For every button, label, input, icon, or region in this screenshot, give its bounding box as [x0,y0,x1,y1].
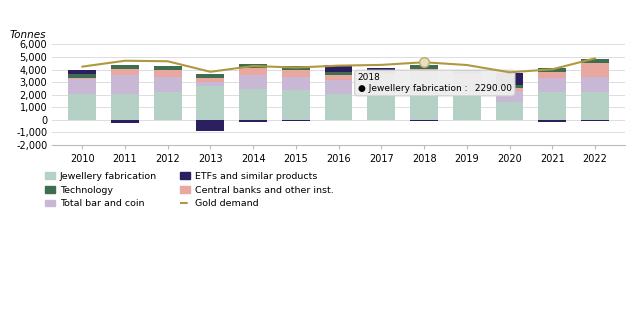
Bar [324,93,353,120]
Bar [282,70,310,77]
Bar [282,90,310,120]
Bar [367,70,396,74]
Bar [496,85,524,88]
Bar [196,78,224,83]
Bar [111,94,139,120]
Bar [239,68,267,75]
Bar [367,92,396,120]
Bar [453,93,481,120]
Bar [538,78,566,92]
Bar [324,72,353,75]
Bar [581,59,609,63]
Text: Tonnes: Tonnes [9,30,45,41]
Bar [453,70,481,74]
Bar [410,69,438,77]
Bar [196,85,224,120]
Bar [68,94,96,120]
Bar [410,77,438,91]
Bar [196,83,224,85]
Bar [196,120,224,131]
Bar [410,91,438,120]
Bar [111,75,139,94]
Bar [581,92,609,120]
Legend: Jewellery fabrication, Technology, Total bar and coin, ETFs and similar products: Jewellery fabrication, Technology, Total… [45,172,333,208]
Bar [154,93,182,120]
Bar [538,120,566,122]
Bar [496,102,524,120]
Bar [68,78,96,79]
Bar [496,73,524,85]
Bar [324,65,353,72]
Bar [538,68,566,72]
Bar [367,68,396,70]
Bar [496,88,524,91]
Bar [453,74,481,82]
Bar [538,72,566,78]
Bar [581,120,609,121]
Bar [367,74,396,79]
Bar [239,75,267,89]
Bar [111,69,139,75]
Bar [111,120,139,123]
Bar [282,77,310,90]
Bar [453,120,481,121]
Bar [367,79,396,92]
Bar [154,70,182,77]
Bar [453,82,481,93]
Bar [410,65,438,69]
Bar [239,89,267,120]
Bar [68,70,96,74]
Text: 2018
● Jewellery fabrication :  2290.00: 2018 ● Jewellery fabrication : 2290.00 [358,73,512,93]
Bar [581,77,609,92]
Bar [68,74,96,78]
Bar [324,80,353,93]
Bar [282,66,310,70]
Bar [68,79,96,94]
Bar [196,74,224,78]
Bar [282,120,310,122]
Bar [154,77,182,93]
Bar [239,120,267,122]
Bar [410,120,438,121]
Bar [239,64,267,68]
Bar [154,66,182,70]
Bar [496,91,524,102]
Bar [111,65,139,69]
Bar [538,92,566,120]
Bar [581,63,609,77]
Bar [324,75,353,80]
